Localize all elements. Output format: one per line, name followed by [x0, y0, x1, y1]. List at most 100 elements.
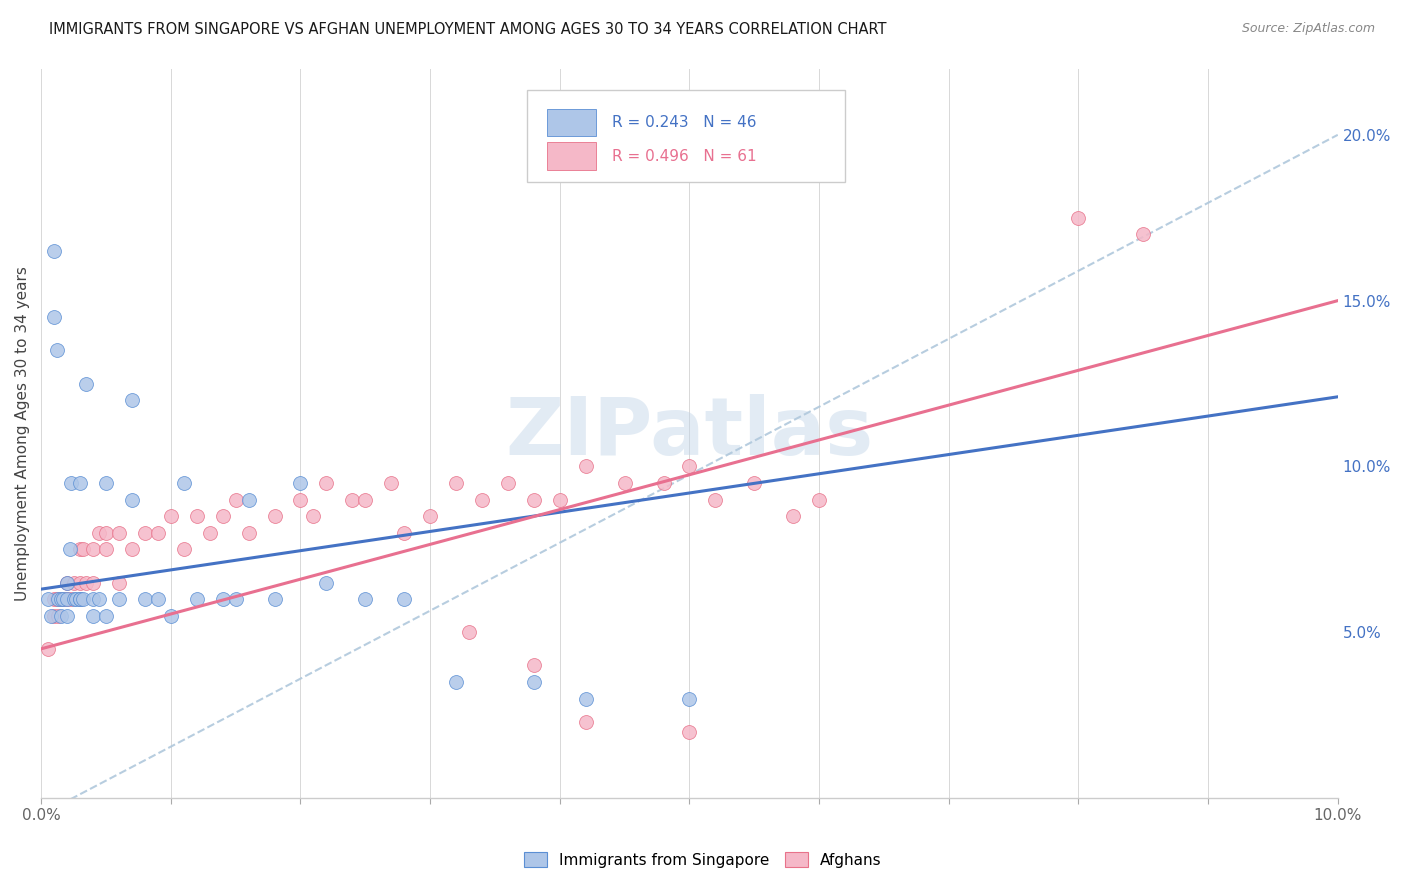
- Point: [94, 476, 117, 491]
- Point: [45, 592, 67, 607]
- Point: [42, 608, 65, 623]
- Point: [238, 492, 260, 507]
- Point: [652, 476, 675, 491]
- Point: [82, 575, 104, 590]
- Point: [121, 492, 143, 507]
- Text: R = 0.243   N = 46: R = 0.243 N = 46: [612, 115, 756, 130]
- Point: [523, 675, 546, 690]
- Point: [613, 476, 636, 491]
- Point: [392, 525, 415, 540]
- Point: [211, 592, 233, 607]
- Point: [82, 608, 104, 623]
- Point: [69, 542, 91, 557]
- Point: [211, 509, 233, 524]
- Point: [65, 592, 87, 607]
- Point: [94, 608, 117, 623]
- Point: [56, 592, 79, 607]
- Point: [238, 525, 260, 540]
- Point: [69, 592, 91, 607]
- FancyBboxPatch shape: [527, 90, 845, 182]
- Point: [108, 525, 131, 540]
- Point: [89, 592, 111, 607]
- Point: [290, 492, 312, 507]
- Point: [458, 625, 481, 640]
- Point: [575, 691, 598, 706]
- Point: [808, 492, 831, 507]
- Point: [62, 575, 84, 590]
- Point: [69, 592, 91, 607]
- Point: [523, 492, 546, 507]
- Point: [59, 592, 82, 607]
- Point: [121, 542, 143, 557]
- Point: [146, 525, 169, 540]
- Point: [173, 542, 195, 557]
- Point: [354, 492, 377, 507]
- Point: [46, 608, 69, 623]
- Point: [1132, 227, 1154, 242]
- Point: [134, 592, 156, 607]
- Point: [678, 691, 700, 706]
- Point: [59, 476, 82, 491]
- Text: Source: ZipAtlas.com: Source: ZipAtlas.com: [1241, 22, 1375, 36]
- Point: [146, 592, 169, 607]
- Point: [186, 592, 208, 607]
- Point: [315, 476, 337, 491]
- Text: R = 0.496   N = 61: R = 0.496 N = 61: [612, 149, 756, 163]
- Point: [575, 714, 598, 729]
- Point: [69, 592, 91, 607]
- Point: [392, 592, 415, 607]
- Point: [496, 476, 519, 491]
- Point: [59, 542, 82, 557]
- Point: [290, 476, 312, 491]
- Point: [52, 592, 75, 607]
- Point: [76, 575, 98, 590]
- Point: [523, 658, 546, 673]
- Point: [315, 575, 337, 590]
- Point: [678, 724, 700, 739]
- Point: [45, 343, 67, 358]
- Point: [1067, 211, 1090, 225]
- Point: [225, 592, 247, 607]
- Text: IMMIGRANTS FROM SINGAPORE VS AFGHAN UNEMPLOYMENT AMONG AGES 30 TO 34 YEARS CORRE: IMMIGRANTS FROM SINGAPORE VS AFGHAN UNEM…: [49, 22, 887, 37]
- Point: [49, 608, 72, 623]
- Point: [121, 393, 143, 408]
- Point: [198, 525, 221, 540]
- Point: [380, 476, 402, 491]
- Point: [42, 310, 65, 325]
- Point: [37, 592, 59, 607]
- Point: [782, 509, 804, 524]
- Point: [263, 509, 285, 524]
- Point: [742, 476, 765, 491]
- Point: [76, 376, 98, 391]
- Bar: [547, 109, 596, 136]
- Text: ZIPatlas: ZIPatlas: [505, 394, 873, 472]
- Y-axis label: Unemployment Among Ages 30 to 34 years: Unemployment Among Ages 30 to 34 years: [15, 266, 30, 600]
- Point: [69, 575, 91, 590]
- Point: [173, 476, 195, 491]
- Point: [704, 492, 727, 507]
- Point: [56, 608, 79, 623]
- Point: [159, 509, 181, 524]
- Legend: Immigrants from Singapore, Afghans: Immigrants from Singapore, Afghans: [519, 846, 887, 873]
- Point: [575, 459, 598, 474]
- Point: [225, 492, 247, 507]
- Point: [37, 641, 59, 656]
- Point: [41, 608, 63, 623]
- Point: [134, 525, 156, 540]
- Point: [471, 492, 494, 507]
- Point: [444, 675, 467, 690]
- Point: [72, 592, 94, 607]
- Point: [49, 592, 72, 607]
- Point: [678, 459, 700, 474]
- Point: [56, 575, 79, 590]
- Point: [69, 476, 91, 491]
- Point: [342, 492, 364, 507]
- Point: [108, 575, 131, 590]
- Point: [52, 592, 75, 607]
- Point: [46, 592, 69, 607]
- Point: [49, 592, 72, 607]
- Point: [419, 509, 441, 524]
- Point: [159, 608, 181, 623]
- Point: [72, 542, 94, 557]
- Point: [354, 592, 377, 607]
